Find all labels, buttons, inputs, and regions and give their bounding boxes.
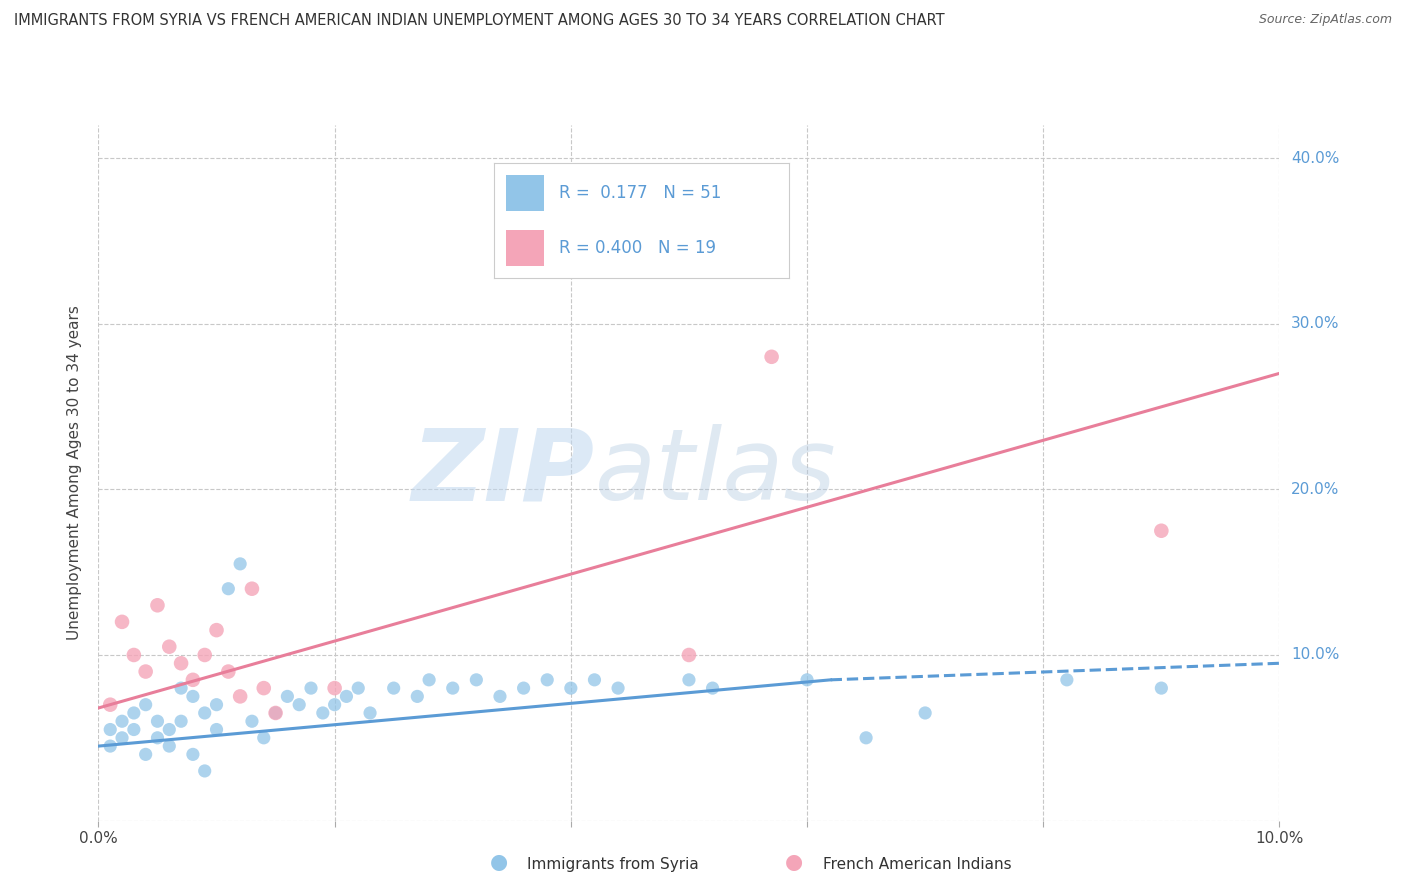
Point: [194, 706, 217, 720]
Point: [217, 665, 239, 679]
Point: [702, 681, 724, 695]
Point: [288, 698, 311, 712]
Point: [111, 731, 134, 745]
Point: [1056, 673, 1078, 687]
Point: [111, 615, 134, 629]
Point: [1150, 524, 1173, 538]
Point: [122, 648, 145, 662]
Point: [299, 681, 322, 695]
Text: 20.0%: 20.0%: [1291, 482, 1340, 497]
Point: [98, 723, 121, 737]
Point: [146, 731, 169, 745]
Point: [170, 681, 193, 695]
Point: [418, 673, 440, 687]
Point: [323, 698, 346, 712]
Point: [382, 681, 405, 695]
Point: [122, 706, 145, 720]
Point: [135, 747, 157, 762]
Point: [157, 739, 180, 753]
Point: [181, 673, 204, 687]
Point: [135, 698, 157, 712]
Point: [607, 681, 630, 695]
Point: [170, 657, 193, 671]
Point: [146, 599, 169, 613]
Point: [194, 648, 217, 662]
Point: [253, 731, 276, 745]
Point: [335, 690, 357, 704]
Point: [157, 640, 180, 654]
Point: [181, 747, 204, 762]
Point: [465, 673, 488, 687]
Text: French American Indians: French American Indians: [823, 857, 1011, 872]
Text: Source: ZipAtlas.com: Source: ZipAtlas.com: [1258, 13, 1392, 27]
Point: [583, 673, 606, 687]
Point: [323, 681, 346, 695]
Point: [1150, 681, 1173, 695]
Point: [205, 623, 228, 637]
Point: [536, 673, 558, 687]
Text: ●: ●: [491, 853, 508, 872]
Point: [135, 665, 157, 679]
Point: [406, 690, 429, 704]
Text: 10.0%: 10.0%: [1291, 648, 1340, 663]
Point: [111, 714, 134, 729]
Point: [441, 681, 464, 695]
Point: [240, 714, 263, 729]
Text: 40.0%: 40.0%: [1291, 151, 1340, 166]
Point: [359, 706, 381, 720]
Point: [796, 673, 818, 687]
Point: [560, 681, 582, 695]
Point: [240, 582, 263, 596]
Point: [98, 698, 121, 712]
Point: [157, 723, 180, 737]
Point: [194, 764, 217, 778]
Point: [264, 706, 287, 720]
Point: [205, 698, 228, 712]
Text: ZIP: ZIP: [412, 425, 595, 521]
Text: IMMIGRANTS FROM SYRIA VS FRENCH AMERICAN INDIAN UNEMPLOYMENT AMONG AGES 30 TO 34: IMMIGRANTS FROM SYRIA VS FRENCH AMERICAN…: [14, 13, 945, 29]
Point: [122, 723, 145, 737]
Y-axis label: Unemployment Among Ages 30 to 34 years: Unemployment Among Ages 30 to 34 years: [67, 305, 83, 640]
Point: [914, 706, 936, 720]
Text: ●: ●: [786, 853, 803, 872]
Text: Immigrants from Syria: Immigrants from Syria: [527, 857, 699, 872]
Text: 30.0%: 30.0%: [1291, 316, 1340, 331]
Point: [229, 557, 252, 571]
Point: [205, 723, 228, 737]
Text: atlas: atlas: [595, 425, 837, 521]
Point: [170, 714, 193, 729]
Point: [217, 582, 239, 596]
Point: [512, 681, 534, 695]
Point: [489, 690, 512, 704]
Point: [98, 739, 121, 753]
Point: [312, 706, 335, 720]
Point: [347, 681, 370, 695]
Point: [264, 706, 287, 720]
Point: [253, 681, 276, 695]
Point: [146, 714, 169, 729]
Point: [855, 731, 877, 745]
Point: [276, 690, 298, 704]
Point: [761, 350, 783, 364]
Point: [678, 648, 700, 662]
Point: [229, 690, 252, 704]
Point: [181, 690, 204, 704]
Point: [678, 673, 700, 687]
